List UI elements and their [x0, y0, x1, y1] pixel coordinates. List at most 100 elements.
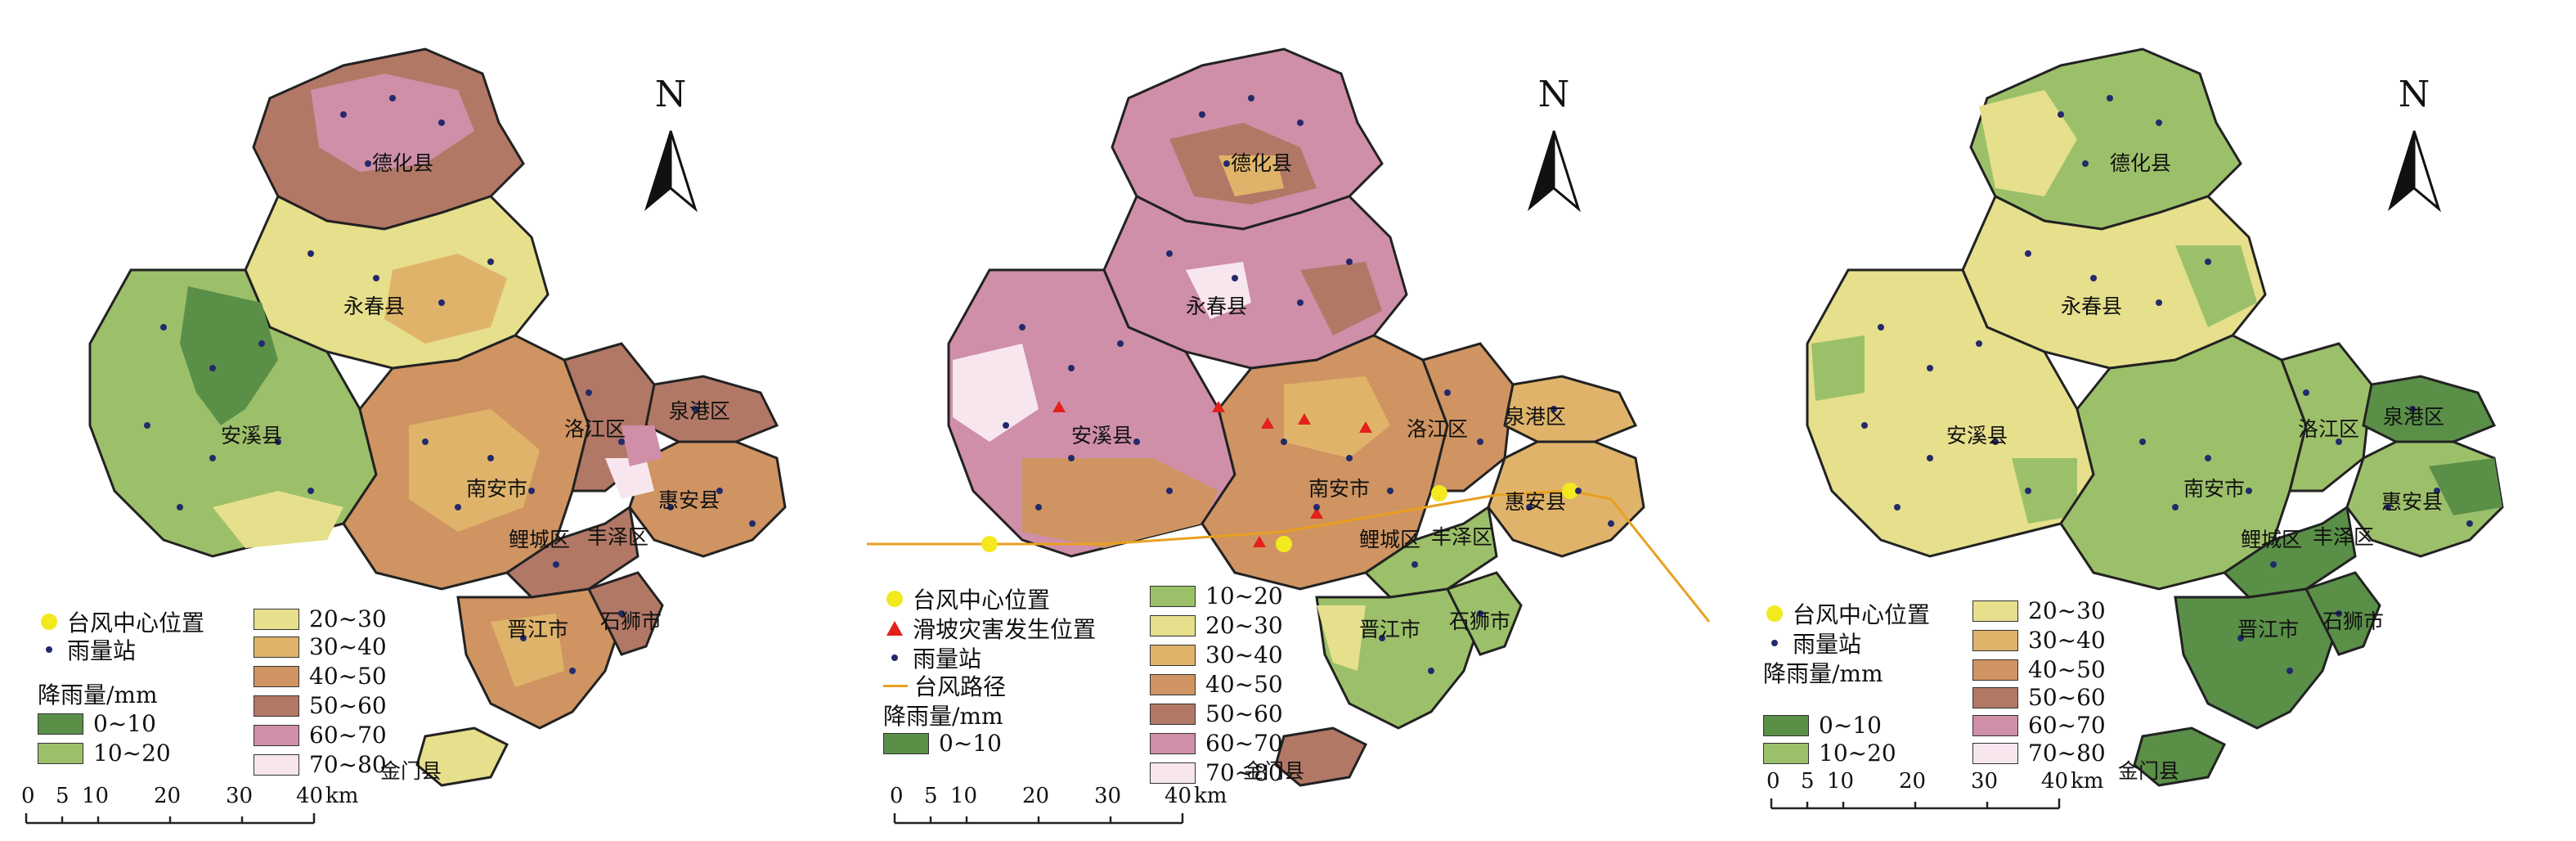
- label-shishi: 石狮市: [1449, 609, 1511, 633]
- legend-typhoon-center: 台风中心位置: [880, 582, 1050, 615]
- region-shishi: [2304, 571, 2381, 656]
- legend-title: 降雨量/mm: [38, 681, 158, 708]
- legend-range-30-40: 30~40: [1150, 641, 1283, 668]
- scale-tick-30: 30: [1971, 769, 1999, 794]
- legend-rain-station: 雨量站: [34, 633, 136, 666]
- region-quangang: [1503, 375, 1638, 443]
- region-luojiang: [1421, 342, 1515, 492]
- label-fengze: 丰泽区: [1431, 525, 1493, 549]
- scale-tick-0: 0: [1766, 769, 1780, 794]
- scale-tick-5: 5: [56, 784, 70, 808]
- scale-tick-5: 5: [1801, 769, 1815, 794]
- label-yongchun: 永春县: [343, 295, 406, 318]
- legend-range-20-30: 20~30: [254, 605, 387, 632]
- region-jinmen: [2133, 726, 2227, 787]
- rain-station-icon: [1771, 640, 1778, 646]
- legend-range-60-70: 60~70: [1150, 730, 1283, 757]
- label-quangang: 泉港区: [1505, 405, 1567, 429]
- legend-range-10-20: 10~20: [1763, 740, 1896, 767]
- north-arrow-a: N: [638, 74, 703, 221]
- north-arrow-c: N: [2381, 74, 2447, 221]
- label-jinmen: 金门县: [380, 759, 442, 783]
- label-anxi: 安溪县: [1071, 424, 1133, 447]
- legend-range-50-60: 50~60: [1150, 700, 1283, 727]
- legend-range-70-80: 70~80: [1150, 759, 1283, 786]
- legend-rain-station: 雨量站: [880, 641, 981, 674]
- legend-range-70-80: 70~80: [254, 751, 387, 778]
- typhoon-path-icon: [883, 684, 908, 687]
- scale-tick-5: 5: [924, 784, 938, 808]
- scale-tick-10: 10: [1827, 769, 1855, 794]
- legend-range-70-80: 70~80: [1972, 740, 2106, 767]
- label-fengze: 丰泽区: [587, 525, 649, 549]
- scale-tick-0: 0: [890, 784, 904, 808]
- region-huian: [628, 440, 787, 558]
- rain-station-icon: [46, 646, 52, 653]
- legend-range-50-60: 50~60: [1972, 684, 2106, 711]
- label-nanan: 南安市: [2183, 477, 2246, 501]
- label-fengze: 丰泽区: [2313, 525, 2375, 549]
- typhoon-center-icon: [886, 591, 903, 607]
- region-nanan: [2059, 334, 2308, 591]
- typhoon-center-icon: [1766, 605, 1783, 622]
- typhoon-path: [867, 489, 1711, 623]
- legend-typhoon-center: 台风中心位置: [1760, 597, 1930, 630]
- label-nanan: 南安市: [466, 477, 528, 501]
- legend-c: 台风中心位置 雨量站 降雨量/mm 0~10 10~20 20~30 30~40…: [1760, 597, 2169, 777]
- label-jinjiang: 晋江市: [1359, 618, 1421, 641]
- label-licheng: 鲤城区: [2241, 528, 2303, 551]
- label-dehua: 德化县: [372, 151, 434, 175]
- scale-tick-40: 40: [296, 784, 324, 808]
- scale-bar-c: 0 5 10 20 30 40 km: [1766, 769, 2143, 818]
- legend-landslide: 滑坡灾害发生位置: [880, 612, 1096, 645]
- legend-typhoon-path: 台风路径: [880, 669, 1006, 702]
- region-shishi: [586, 571, 664, 656]
- legend-range-30-40: 30~40: [254, 633, 387, 660]
- north-arrow-icon: [2388, 130, 2441, 213]
- legend-range-10-20: 10~20: [38, 740, 171, 767]
- label-shishi: 石狮市: [600, 609, 662, 633]
- region-shishi: [1445, 571, 1523, 656]
- north-letter: N: [654, 74, 687, 115]
- scale-tick-10: 10: [950, 784, 978, 808]
- legend-a: 台风中心位置 雨量站 降雨量/mm 0~10 10~20 20~30 30~40…: [34, 605, 443, 778]
- label-luojiang: 洛江区: [564, 417, 626, 441]
- label-dehua: 德化县: [1231, 151, 1293, 175]
- map-panel-b: 德化县 永春县 安溪县 南安市 洛江区 泉港区 惠安县 鲤城区 丰泽区 晋江市 …: [859, 0, 1717, 841]
- label-jinjiang: 晋江市: [507, 618, 569, 641]
- legend-range-60-70: 60~70: [1972, 712, 2106, 739]
- legend-title: 降雨量/mm: [1763, 660, 1883, 687]
- north-arrow-icon: [644, 130, 698, 213]
- label-nanan: 南安市: [1308, 477, 1371, 501]
- label-yongchun: 永春县: [2061, 295, 2123, 318]
- rain-stations-a: [144, 95, 756, 674]
- label-licheng: 鲤城区: [1359, 528, 1421, 551]
- scale-bar-line: [25, 813, 316, 825]
- scale-tick-20: 20: [1022, 784, 1050, 808]
- region-jinjiang: [2174, 587, 2340, 730]
- typhoon-centers: [981, 483, 1578, 552]
- region-luojiang: [2280, 342, 2373, 492]
- scale-tick-0: 0: [21, 784, 35, 808]
- legend-range-0-10: 0~10: [883, 730, 1002, 757]
- region-jinmen: [1274, 726, 1368, 787]
- scale-tick-10: 10: [82, 784, 110, 808]
- north-arrow-b: N: [1521, 74, 1586, 221]
- label-anxi: 安溪县: [221, 424, 283, 447]
- label-luojiang: 洛江区: [1407, 417, 1469, 441]
- label-dehua: 德化县: [2110, 151, 2172, 175]
- north-letter: N: [1537, 74, 1570, 115]
- scale-tick-30: 30: [1094, 784, 1122, 808]
- landslide-icon: [886, 621, 903, 636]
- scale-tick-30: 30: [226, 784, 254, 808]
- legend-range-40-50: 40~50: [254, 663, 387, 690]
- scale-bar-line: [1770, 798, 2061, 810]
- scale-tick-40: 40: [1165, 784, 1192, 808]
- scale-tick-20: 20: [1899, 769, 1927, 794]
- scale-tick-20: 20: [154, 784, 182, 808]
- rain-stations-b: [1003, 95, 1614, 674]
- scale-unit: km: [2071, 769, 2104, 794]
- scale-unit: km: [325, 784, 359, 808]
- typhoon-center-icon: [41, 614, 57, 630]
- rainfall-map-c: [1806, 47, 2504, 787]
